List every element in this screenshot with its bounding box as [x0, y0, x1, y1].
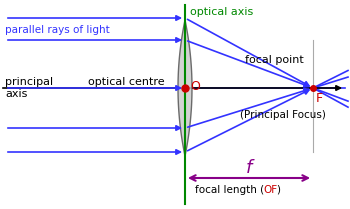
Polygon shape: [178, 20, 192, 156]
Text: focal length (: focal length (: [195, 185, 264, 195]
Text: f: f: [246, 159, 252, 177]
Text: principal: principal: [5, 77, 53, 87]
Text: F: F: [316, 92, 323, 105]
Text: (Principal Focus): (Principal Focus): [240, 110, 326, 120]
Text: O: O: [190, 80, 200, 93]
Text: parallel rays of light: parallel rays of light: [5, 25, 110, 35]
Text: focal point: focal point: [245, 55, 304, 65]
Text: axis: axis: [5, 89, 27, 99]
Text: OF: OF: [263, 185, 277, 195]
Text: optical axis: optical axis: [190, 7, 253, 17]
Text: optical centre: optical centre: [88, 77, 164, 87]
Text: ): ): [276, 185, 280, 195]
